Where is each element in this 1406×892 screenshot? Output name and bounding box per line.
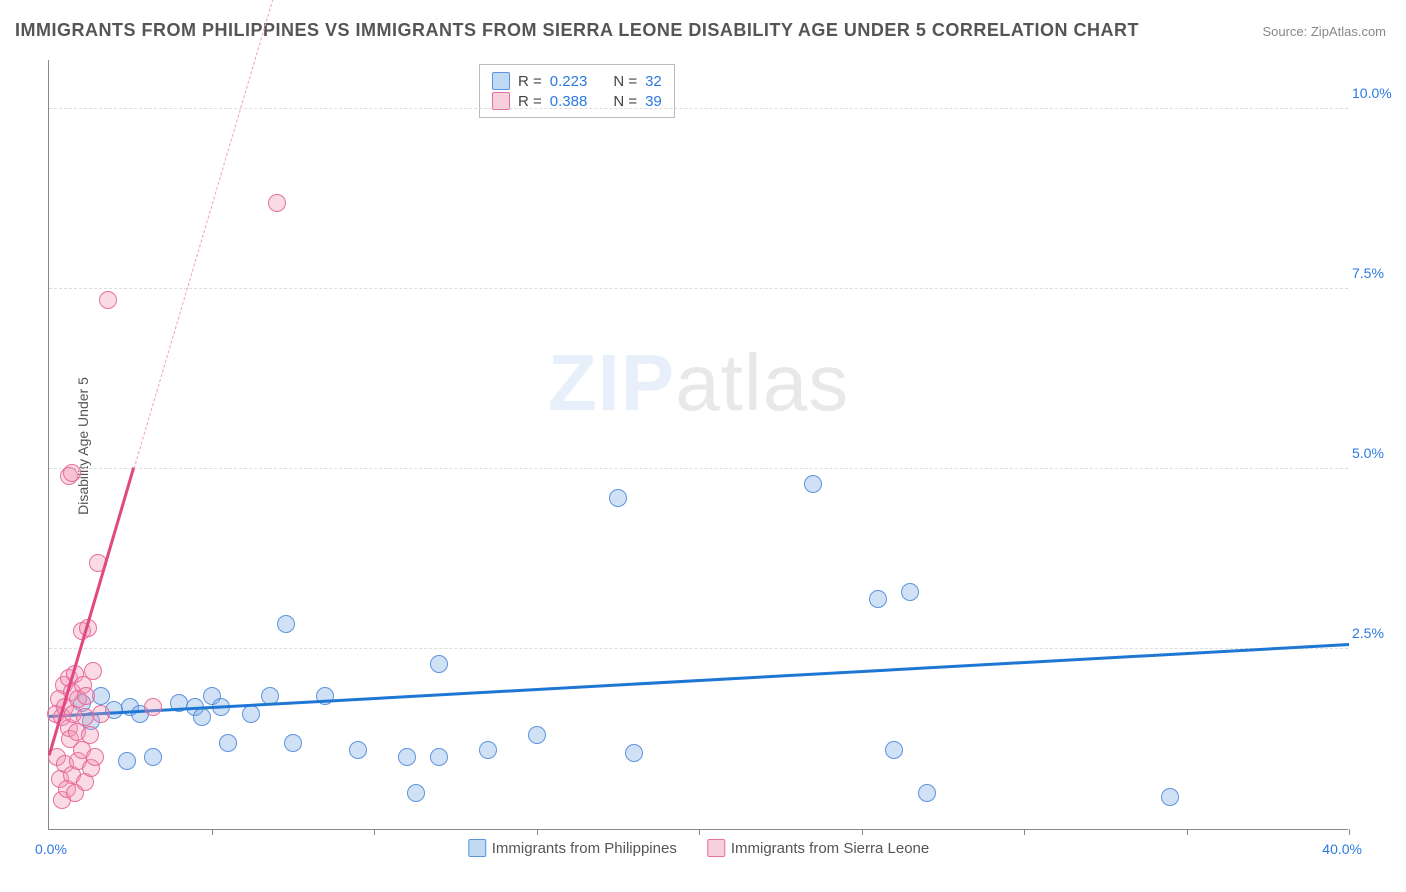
- watermark-bold: ZIP: [548, 338, 675, 427]
- n-label: N =: [613, 73, 637, 90]
- data-point: [81, 726, 99, 744]
- data-point: [398, 748, 416, 766]
- legend-item: Immigrants from Philippines: [468, 839, 677, 857]
- swatch-pink-icon: [492, 92, 510, 110]
- stats-row: R = 0.388 N = 39: [492, 92, 662, 110]
- watermark: ZIPatlas: [548, 337, 849, 429]
- x-tick: [374, 829, 375, 835]
- data-point: [277, 615, 295, 633]
- n-value: 32: [645, 73, 662, 90]
- gridline: [49, 288, 1348, 289]
- data-point: [92, 705, 110, 723]
- legend-label: Immigrants from Philippines: [492, 840, 677, 857]
- x-axis-max-label: 40.0%: [1322, 841, 1362, 857]
- y-tick-label: 7.5%: [1352, 265, 1400, 281]
- data-point: [86, 748, 104, 766]
- series-legend: Immigrants from Philippines Immigrants f…: [468, 839, 929, 857]
- data-point: [901, 583, 919, 601]
- gridline: [49, 108, 1348, 109]
- x-tick: [699, 829, 700, 835]
- y-tick-label: 10.0%: [1352, 85, 1400, 101]
- watermark-thin: atlas: [675, 338, 849, 427]
- trend-line: [49, 643, 1349, 718]
- data-point: [1161, 788, 1179, 806]
- data-point: [76, 708, 94, 726]
- x-tick: [1349, 829, 1350, 835]
- x-tick: [212, 829, 213, 835]
- x-tick: [1024, 829, 1025, 835]
- legend-label: Immigrants from Sierra Leone: [731, 840, 929, 857]
- data-point: [885, 741, 903, 759]
- x-tick: [862, 829, 863, 835]
- r-label: R =: [518, 93, 542, 110]
- r-value: 0.388: [550, 93, 588, 110]
- n-value: 39: [645, 93, 662, 110]
- x-tick: [1187, 829, 1188, 835]
- data-point: [479, 741, 497, 759]
- data-point: [804, 475, 822, 493]
- data-point: [869, 590, 887, 608]
- r-value: 0.223: [550, 73, 588, 90]
- source-label: Source: ZipAtlas.com: [1262, 24, 1386, 39]
- r-label: R =: [518, 73, 542, 90]
- data-point: [242, 705, 260, 723]
- trend-line: [133, 0, 326, 469]
- data-point: [63, 464, 81, 482]
- data-point: [625, 744, 643, 762]
- data-point: [193, 708, 211, 726]
- data-point: [407, 784, 425, 802]
- data-point: [268, 194, 286, 212]
- swatch-blue-icon: [468, 839, 486, 857]
- y-tick-label: 2.5%: [1352, 625, 1400, 641]
- stats-row: R = 0.223 N = 32: [492, 72, 662, 90]
- data-point: [77, 687, 95, 705]
- data-point: [609, 489, 627, 507]
- gridline: [49, 648, 1348, 649]
- swatch-pink-icon: [707, 839, 725, 857]
- n-label: N =: [613, 93, 637, 110]
- data-point: [84, 662, 102, 680]
- data-point: [118, 752, 136, 770]
- y-tick-label: 5.0%: [1352, 445, 1400, 461]
- data-point: [99, 291, 117, 309]
- data-point: [219, 734, 237, 752]
- plot-area: ZIPatlas R = 0.223 N = 32 R = 0.388 N = …: [48, 60, 1348, 830]
- data-point: [349, 741, 367, 759]
- data-point: [528, 726, 546, 744]
- data-point: [430, 748, 448, 766]
- gridline: [49, 468, 1348, 469]
- chart-title: IMMIGRANTS FROM PHILIPPINES VS IMMIGRANT…: [15, 20, 1139, 41]
- swatch-blue-icon: [492, 72, 510, 90]
- x-axis-min-label: 0.0%: [35, 841, 67, 857]
- data-point: [430, 655, 448, 673]
- data-point: [284, 734, 302, 752]
- data-point: [144, 748, 162, 766]
- legend-item: Immigrants from Sierra Leone: [707, 839, 929, 857]
- x-tick: [537, 829, 538, 835]
- data-point: [918, 784, 936, 802]
- stats-legend: R = 0.223 N = 32 R = 0.388 N = 39: [479, 64, 675, 118]
- data-point: [144, 698, 162, 716]
